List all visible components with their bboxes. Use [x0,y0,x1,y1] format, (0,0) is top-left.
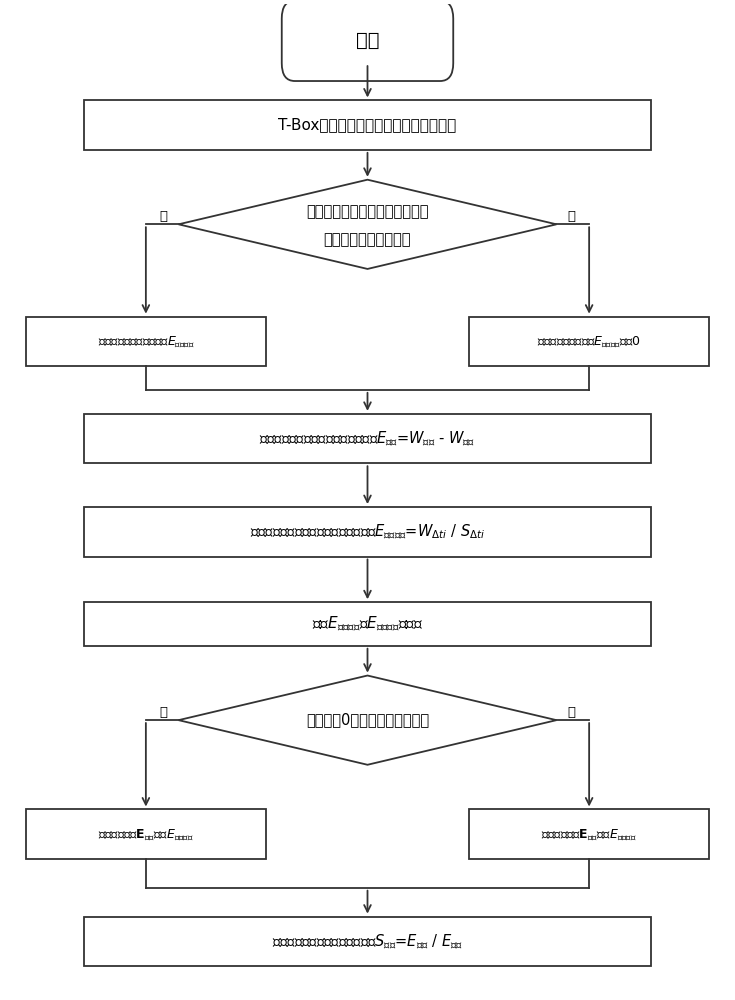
Text: 被共享过历史能耗信息: 被共享过历史能耗信息 [323,232,412,247]
Bar [469,809,709,859]
Text: 计算纯电动汽车当前时刻的剩余能量$E_{剩余}$=$W_{满电}$ - $W_{消耗}$: 计算纯电动汽车当前时刻的剩余能量$E_{剩余}$=$W_{满电}$ - $W_{… [259,429,476,448]
Text: 是: 是 [159,706,168,719]
Text: 否: 否 [567,706,576,719]
Text: 计算$E_{平台能耗}$与$E_{平均能耗}$的差值: 计算$E_{平台能耗}$与$E_{平均能耗}$的差值 [312,614,423,633]
Text: T-Box上传当前车辆状态信息给网络平台: T-Box上传当前车辆状态信息给网络平台 [279,118,456,133]
Bar [84,100,651,150]
Polygon shape [179,180,556,269]
Text: 单位参考能耗$\bf{E}_{能耗}$等于$E_{平台能耗}$: 单位参考能耗$\bf{E}_{能耗}$等于$E_{平台能耗}$ [98,827,194,842]
Text: 将历史能耗信息数据$E_{平台能耗}$记为0: 将历史能耗信息数据$E_{平台能耗}$记为0 [537,334,641,349]
Text: 开始: 开始 [356,31,379,50]
Bar [469,317,709,366]
Text: 单位参考能耗$\bf{E}_{能耗}$等于$E_{平均能耗}$: 单位参考能耗$\bf{E}_{能耗}$等于$E_{平均能耗}$ [541,827,637,842]
Text: 计算纯电动汽车的剩余行驶里程$S_{剩余}$=$E_{剩余}$ / $E_{能耗}$: 计算纯电动汽车的剩余行驶里程$S_{剩余}$=$E_{剩余}$ / $E_{能耗… [272,932,463,951]
Text: 网络平台查询当前位置路段是否: 网络平台查询当前位置路段是否 [306,204,429,219]
Bar [84,916,651,966]
Bar [84,414,651,463]
Bar [84,507,651,557]
Bar [84,602,651,646]
Polygon shape [179,676,556,765]
Bar [26,809,266,859]
FancyBboxPatch shape [282,1,453,81]
Text: 否: 否 [567,210,576,223]
Text: 差值大于0且小于标定阈值否？: 差值大于0且小于标定阈值否？ [306,713,429,728]
Text: 抽取该历史能耗信息数据$E_{平台能耗}$: 抽取该历史能耗信息数据$E_{平台能耗}$ [98,334,194,349]
Text: 计算纯电动汽车行驶过程中的平均能耗$E_{平均能耗}$=$W_{\Delta ti}$ / $S_{\Delta ti}$: 计算纯电动汽车行驶过程中的平均能耗$E_{平均能耗}$=$W_{\Delta t… [250,522,485,541]
Text: 是: 是 [159,210,168,223]
Bar [26,317,266,366]
